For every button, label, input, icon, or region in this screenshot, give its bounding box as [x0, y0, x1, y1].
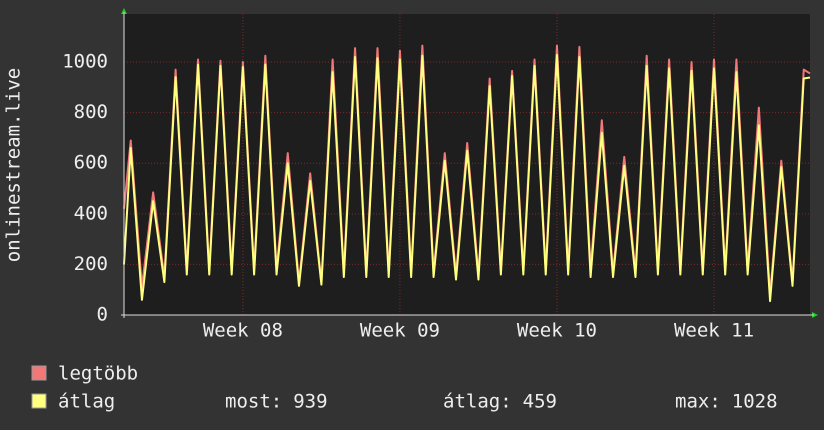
stat-value: 1028: [732, 391, 778, 413]
y-tick-label: 800: [74, 101, 108, 123]
legend-swatch: [31, 393, 47, 409]
series-line: [123, 53, 811, 303]
y-axis-label: onlinestream.live: [3, 68, 25, 262]
stat-label: most:: [225, 391, 282, 413]
y-tick-label: 0: [97, 304, 108, 326]
stat-value: 459: [523, 391, 557, 413]
y-tick-label: 400: [74, 202, 108, 224]
y-tick-label: 600: [74, 152, 108, 174]
axis-arrow: [121, 8, 127, 14]
x-tick-label: Week 08: [203, 320, 283, 342]
stat-value: 939: [293, 391, 327, 413]
legend-label: legtöbb: [58, 363, 138, 385]
legend-label: átlag: [58, 391, 115, 413]
x-tick-label: Week 10: [517, 320, 597, 342]
y-tick-label: 1000: [62, 51, 108, 73]
legend-swatch: [31, 365, 47, 381]
x-tick-label: Week 09: [360, 320, 440, 342]
y-tick-label: 200: [74, 253, 108, 275]
stat-label: átlag:: [443, 391, 512, 413]
axis-arrow: [812, 312, 818, 318]
x-tick-label: Week 11: [674, 320, 754, 342]
stat-label: max:: [675, 391, 721, 413]
